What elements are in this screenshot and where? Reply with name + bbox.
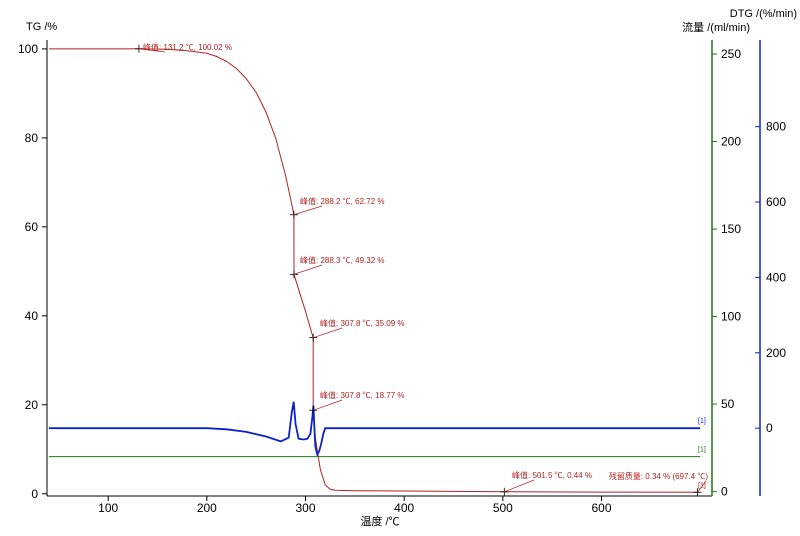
annotation-leader — [313, 399, 343, 411]
tg-tick-label: 0 — [31, 487, 38, 501]
tg-series-marker: [1] — [698, 482, 706, 489]
dtg-tick-label: 400 — [766, 270, 786, 284]
flow-tick-label: 50 — [721, 397, 735, 411]
annotation-leader — [138, 48, 166, 53]
tg-tick-label: 60 — [25, 220, 39, 234]
annotation-leader — [293, 205, 323, 216]
x-tick-label: 500 — [493, 501, 513, 515]
flow-series-marker: [1] — [698, 447, 706, 454]
x-tick-label: 100 — [98, 501, 118, 515]
x-tick-label: 600 — [591, 501, 611, 515]
flow-tick-label: 100 — [721, 310, 741, 324]
x-tick-label: 200 — [197, 501, 217, 515]
flow-tick-label: 250 — [721, 47, 741, 61]
peak-annotation: 峰值: 307.8 ℃, 18.77 % — [320, 390, 405, 400]
annotation-leader — [313, 327, 343, 338]
dtg-tick-label: 200 — [766, 346, 786, 360]
peak-annotation: 峰值: 131.2 ℃, 100.02 % — [143, 42, 232, 52]
dtg-tick-label: 600 — [766, 195, 786, 209]
tg-axis-title: TG /% — [26, 21, 57, 33]
flow-tick-label: 0 — [721, 485, 728, 499]
peak-annotation: 残留质量: 0.34 % (697.4 ℃) — [609, 471, 708, 481]
x-tick-label: 400 — [394, 501, 414, 515]
flow-tick-label: 150 — [721, 222, 741, 236]
flow-axis-title: 流量 /(ml/min) — [682, 20, 750, 34]
annotation-leader — [293, 264, 323, 275]
annotation-leader — [697, 480, 707, 493]
tg-tick-label: 100 — [18, 42, 38, 56]
peak-annotation: 峰值: 288.3 ℃, 49.32 % — [300, 255, 385, 265]
dtg-tick-label: 800 — [766, 120, 786, 134]
tg-series-line — [49, 48, 698, 493]
x-axis-title: 温度 /℃ — [360, 514, 399, 528]
tg-tick-label: 20 — [25, 398, 39, 412]
dtg-series-marker: [1] — [698, 418, 706, 425]
peak-annotation: 峰值: 288.2 ℃, 62.72 % — [300, 196, 385, 206]
tg-tick-label: 80 — [25, 131, 39, 145]
dtg-axis-title: DTG /(%/min) — [730, 8, 797, 20]
dtg-series-line — [49, 401, 701, 457]
annotation-leader — [504, 479, 535, 493]
peak-annotation: 峰值: 501.5 ℃, 0.44 % — [512, 470, 592, 480]
x-tick-label: 300 — [295, 501, 315, 515]
dtg-tick-label: 0 — [766, 421, 773, 435]
tg-tick-label: 40 — [25, 309, 39, 323]
flow-tick-label: 200 — [721, 135, 741, 149]
peak-annotation: 峰值: 307.8 ℃, 35.09 % — [320, 318, 405, 328]
